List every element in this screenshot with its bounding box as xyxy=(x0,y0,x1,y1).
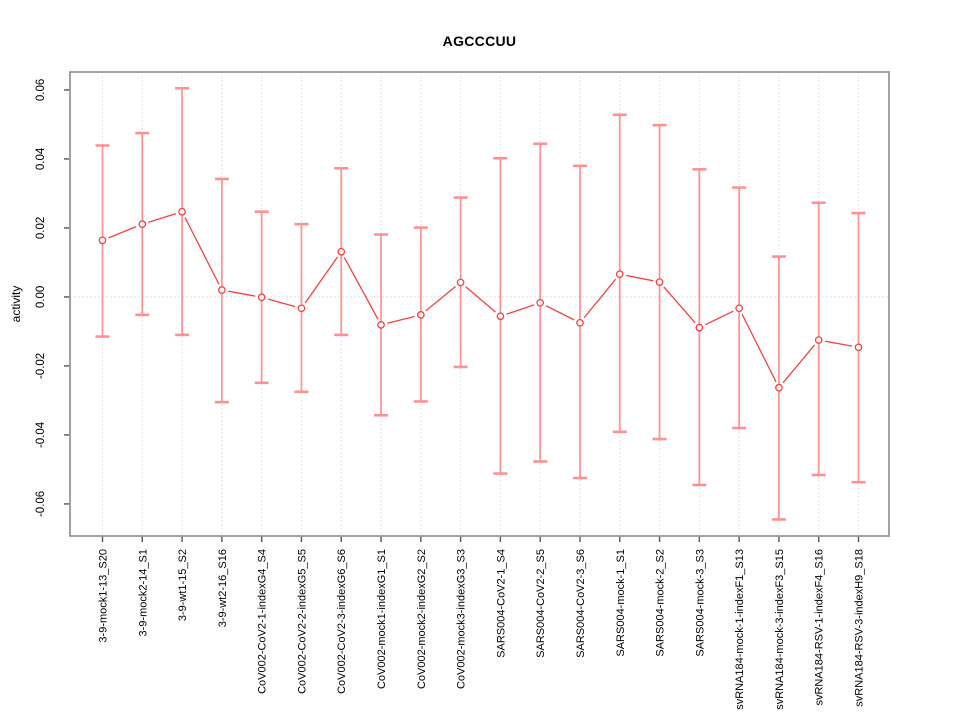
line-segment xyxy=(782,344,816,384)
x-tick-label: 3-9-mock1-13_S20 xyxy=(98,549,110,643)
data-point xyxy=(416,311,425,319)
gridlines xyxy=(70,72,889,536)
data-point xyxy=(496,312,505,321)
data-point xyxy=(576,318,584,327)
data-point xyxy=(377,321,385,329)
x-tick-label: CoV002-mock1-indexG1_S1 xyxy=(376,549,388,689)
line-segment xyxy=(824,340,853,347)
line-segment xyxy=(626,274,654,282)
data-point xyxy=(337,247,346,256)
y-tick-label: 0.00 xyxy=(35,286,47,308)
line-segment xyxy=(741,313,777,383)
data-point xyxy=(735,304,743,313)
x-tick-label: 3-9-mock2-14_S1 xyxy=(137,549,149,636)
x-tick-label: 3-9-wt2-16_S16 xyxy=(217,549,229,627)
y-tick-label: 0.04 xyxy=(35,147,47,170)
x-tick-label: SARS004-CoV2-1_S4 xyxy=(495,549,507,658)
line-segment xyxy=(148,213,177,223)
y-tick-label: -0.06 xyxy=(35,491,47,517)
data-point xyxy=(854,343,863,352)
x-tick-label: CoV002-CoV2-2-indexG5_S5 xyxy=(296,549,308,694)
x-tick-label: SARS004-CoV2-3_S6 xyxy=(575,549,587,658)
data-point xyxy=(695,323,704,332)
y-tick-label: 0.06 xyxy=(35,79,47,101)
line-segment xyxy=(343,257,379,320)
y-axis-title: activity xyxy=(9,286,23,323)
line-segment xyxy=(583,278,617,319)
y-tick-label: -0.04 xyxy=(35,421,47,448)
x-tick-label: SARS004-mock-2_S2 xyxy=(655,549,667,657)
line-segment xyxy=(184,217,220,285)
line-segment xyxy=(425,286,456,312)
line-segment xyxy=(506,304,535,315)
data-point xyxy=(615,270,624,279)
data-point xyxy=(456,278,465,287)
x-tick-label: 3-9-wt1-15_S2 xyxy=(177,549,189,621)
data-point xyxy=(218,286,226,294)
data-point xyxy=(138,220,147,228)
line-segment xyxy=(663,286,696,324)
y-axis: -0.06 -0.04 -0.02 0.00 0.02 0.04 0.06 activity xyxy=(9,79,70,517)
data-point xyxy=(814,336,823,344)
x-tick-label: SARS004-CoV2-2_S5 xyxy=(535,549,547,658)
x-tick-label: CoV002-CoV2-3-indexG6_S6 xyxy=(336,549,348,694)
series-line xyxy=(108,213,853,384)
line-segment xyxy=(267,298,296,308)
data-point xyxy=(297,304,306,313)
x-tick-label: SARS004-mock-3_S3 xyxy=(694,549,706,657)
data-point xyxy=(536,298,545,307)
data-point xyxy=(775,383,783,392)
data-point xyxy=(655,278,664,286)
data-point xyxy=(257,293,266,302)
x-tick-label: svRNA184-RSV-1-indexF4_S16 xyxy=(814,549,826,706)
x-tick-label: svRNA184-mock-3-indexF3_S15 xyxy=(774,549,786,710)
line-segment xyxy=(465,286,496,313)
line-segment xyxy=(545,305,575,321)
x-tick-label: CoV002-CoV2-1-indexG4_S4 xyxy=(257,549,269,694)
x-tick-label: svRNA184-RSV-3-indexH9_S18 xyxy=(854,549,866,707)
x-tick-label: svRNA184-mock-1-indexF1_S13 xyxy=(734,549,746,710)
x-axis: 3-9-mock1-13_S20 3-9-mock2-14_S1 3-9-wt1-1… xyxy=(98,536,866,710)
x-tick-label: SARS004-mock-1_S1 xyxy=(615,549,627,657)
data-points xyxy=(98,207,863,392)
line-segment xyxy=(704,310,734,326)
x-tick-label: CoV002-mock2-indexG2_S2 xyxy=(416,549,428,689)
line-segment xyxy=(387,315,415,324)
y-tick-label: 0.02 xyxy=(35,217,47,239)
line-segment xyxy=(108,225,137,239)
x-tick-label: CoV002-mock3-indexG3_S3 xyxy=(456,549,468,689)
data-point xyxy=(178,207,186,216)
data-point xyxy=(98,236,107,245)
chart-title: AGCCCUU xyxy=(442,33,517,49)
line-segment xyxy=(304,256,339,304)
line-segment xyxy=(228,290,256,297)
y-tick-label: -0.02 xyxy=(35,353,47,379)
error-bars xyxy=(95,86,866,521)
plot-border xyxy=(69,71,890,537)
